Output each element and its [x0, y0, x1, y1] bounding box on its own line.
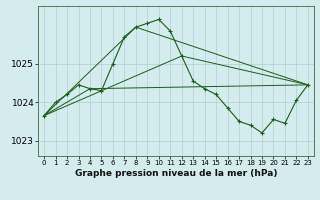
X-axis label: Graphe pression niveau de la mer (hPa): Graphe pression niveau de la mer (hPa)	[75, 169, 277, 178]
